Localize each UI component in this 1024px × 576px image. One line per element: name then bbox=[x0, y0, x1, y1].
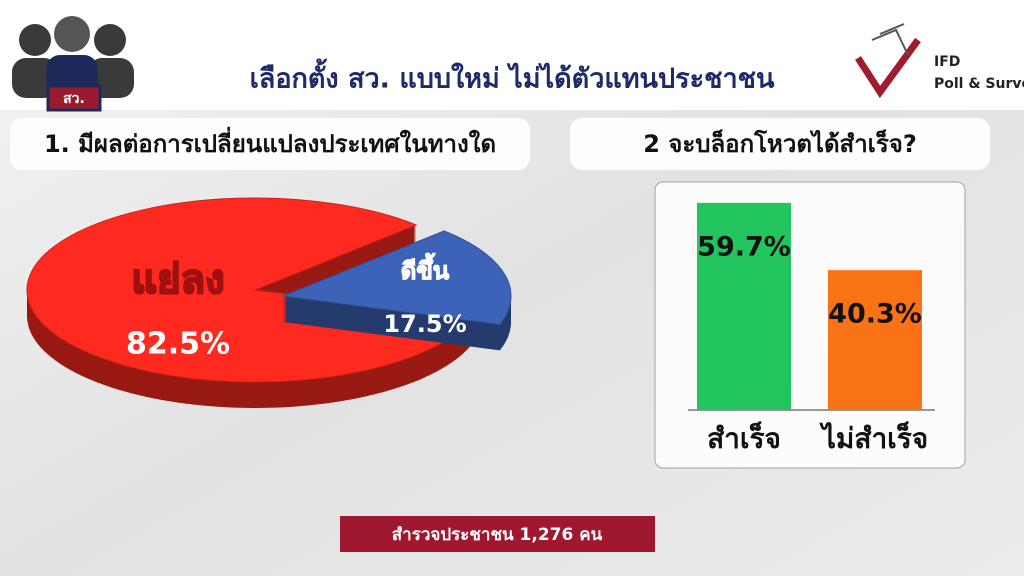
people-icon bbox=[12, 16, 134, 98]
chart-title: 2 จะบล็อกโหวตได้สำเร็จ? bbox=[643, 129, 917, 158]
header-band bbox=[0, 0, 1024, 110]
panel-title-box bbox=[570, 118, 990, 170]
pie-slice bbox=[281, 230, 512, 325]
title: เลือกตั้ง สว. แบบใหม่ ไม่ได้ตัวแทนประชาช… bbox=[250, 58, 775, 95]
value-label: 40.3% bbox=[828, 299, 922, 330]
slice-label: แย่ลง bbox=[131, 257, 224, 303]
logo-text: Poll & Survey bbox=[934, 76, 1024, 92]
value-label: 59.7% bbox=[697, 231, 791, 262]
panel-title-box bbox=[10, 118, 530, 170]
value-label: 17.5% bbox=[383, 310, 466, 338]
footer-box bbox=[340, 516, 655, 552]
value-label: 82.5% bbox=[126, 327, 230, 362]
badge-text: สว. bbox=[63, 91, 85, 107]
bar bbox=[828, 270, 922, 410]
logo-check bbox=[855, 37, 921, 99]
x-tick-label: ไม่สำเร็จ bbox=[819, 421, 928, 455]
chart-title: 1. มีผลต่อการเปลี่ยนแปลงประเทศในทางใด bbox=[44, 126, 496, 158]
slice-label: ดีขึ้น bbox=[401, 252, 450, 285]
x-tick-label: สำเร็จ bbox=[707, 421, 781, 455]
bar bbox=[697, 202, 791, 410]
pie-slice bbox=[26, 197, 473, 383]
logo-text: IFD bbox=[934, 54, 960, 70]
logo-papers bbox=[871, 23, 909, 56]
footer: สำรวจประชาชน 1,276 คน bbox=[392, 525, 603, 545]
badge bbox=[46, 84, 102, 112]
